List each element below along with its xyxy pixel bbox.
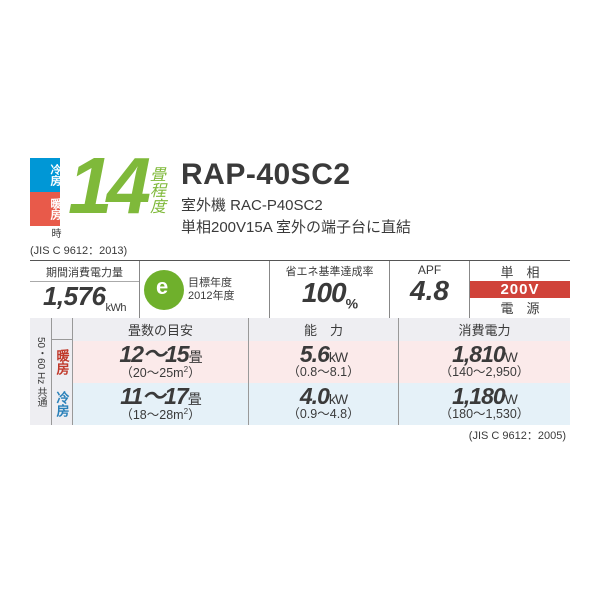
jis-row-2: (JIS C 9612：2005) [30,427,570,443]
eco-text: 目標年度 2012年度 [188,277,234,302]
cool-power-sub: （0.9～4.8） [249,408,398,421]
model-block: RAP-40SC2 室外機 RAC-P40SC2 単相200V15A 室外の端子… [171,158,570,237]
cool-tatami-sub: （18～28m2） [73,408,248,422]
jis-row: (JIS C 9612：2013) [30,242,570,258]
apf-value: 4.8 [390,277,469,305]
heat-tatami-u: 畳 [189,349,202,365]
outdoor-unit: 室外機 RAC-P40SC2 [181,194,570,215]
phase-label: 単 相 [470,262,570,281]
cool-tatami-v: 11～17 [120,383,187,409]
achieve-unit: % [346,296,357,312]
source-label: 電 源 [470,298,570,317]
outdoor-label: 室外機 [181,197,226,214]
col-watt: 消費電力 [398,318,570,341]
eco-mark-cell: 目標年度 2012年度 [140,261,270,318]
eco-line2: 2012年度 [188,290,234,303]
badge-heating: 暖房 [30,192,60,226]
annual-num: 1,576 [43,281,106,311]
table-main: 畳数の目安 能 力 消費電力 12～15畳 （20～25m2） 5.6kW （0… [72,318,570,424]
col-tatami: 畳数の目安 [72,318,248,341]
jis-2005: (JIS C 9612：2005) [469,427,570,443]
heat-tatami: 12～15畳 （20～25m2） [72,341,248,383]
jis-2013: (JIS C 9612：2013) [30,242,127,258]
table-header: 畳数の目安 能 力 消費電力 [72,318,570,341]
mode-column: 暖房 冷房 [52,318,72,424]
annual-value: 1,576kWh [30,282,139,314]
heat-power-sub: （0.8～8.1） [249,366,398,379]
frequency-label: 50・60 Hz 共通 [30,318,52,424]
achievement-cell: 省エネ基準達成率 100% [270,261,390,318]
tatami-size: 14 畳程度 [68,152,163,220]
heating-label: 暖房 [52,340,72,382]
cooling-row: 11～17畳 （18～28m2） 4.0kW （0.9～4.8） 1,180W … [72,383,570,425]
heat-watt-v: 1,810 [452,341,505,367]
cool-power-u: kW [329,391,347,407]
header-row: 冷房 暖房 時 14 畳程度 RAP-40SC2 室外機 RAC-P40SC2 … [30,158,570,240]
cool-power: 4.0kW （0.9～4.8） [248,383,398,425]
model-number: RAP-40SC2 [181,158,570,192]
annual-label: 期間消費電力量 [30,264,139,282]
cool-watt-u: W [505,391,517,407]
heat-power-v: 5.6 [300,341,329,367]
cool-tatami-u: 畳 [188,391,201,407]
col-power: 能 力 [248,318,398,341]
achieve-num: 100 [302,277,346,308]
cool-power-v: 4.0 [300,383,329,409]
voltage-cell: 単 相 200V 電 源 [470,261,570,318]
mode-spacer [52,318,72,340]
heat-tatami-sub: （20～25m2） [73,366,248,380]
mode-badge: 冷房 暖房 時 [30,158,60,240]
cooling-label: 冷房 [52,383,72,425]
heat-tatami-v: 12～15 [119,341,188,367]
cool-tatami: 11～17畳 （18～28m2） [72,383,248,425]
performance-table: 50・60 Hz 共通 暖房 冷房 畳数の目安 能 力 消費電力 12～15畳 … [30,318,570,424]
power-spec: 単相200V15A 室外の端子台に直結 [181,216,570,237]
tatami-unit: 畳程度 [147,166,163,220]
apf-cell: APF 4.8 [390,261,470,318]
voltage-badge: 200V [470,281,570,298]
heat-watt: 1,810W （140～2,950） [398,341,570,383]
eco-mark-icon [144,270,184,310]
heating-row: 12～15畳 （20～25m2） 5.6kW （0.8～8.1） 1,810W … [72,341,570,383]
annual-consumption: 期間消費電力量 1,576kWh [30,261,140,318]
badge-cooling: 冷房 [30,158,60,192]
metrics-row: 期間消費電力量 1,576kWh 目標年度 2012年度 省エネ基準達成率 10… [30,260,570,318]
cool-watt-sub: （180～1,530） [399,408,570,421]
eco-line1: 目標年度 [188,277,234,290]
achievement-value: 100% [270,279,389,311]
annual-unit: kWh [106,302,127,314]
spec-card: 冷房 暖房 時 14 畳程度 RAP-40SC2 室外機 RAC-P40SC2 … [30,158,570,443]
cool-watt-v: 1,180 [452,383,505,409]
heat-power-u: kW [329,349,347,365]
tatami-number: 14 [68,152,145,220]
outdoor-model: RAC-P40SC2 [230,197,323,214]
heat-power: 5.6kW （0.8～8.1） [248,341,398,383]
cool-watt: 1,180W （180～1,530） [398,383,570,425]
heat-watt-sub: （140～2,950） [399,366,570,379]
heat-watt-u: W [505,349,517,365]
badge-suffix: 時 [30,226,60,240]
